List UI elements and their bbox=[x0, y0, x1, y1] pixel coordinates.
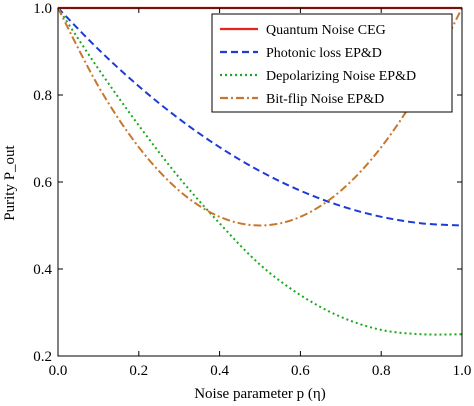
legend-label-0: Quantum Noise CEG bbox=[266, 23, 386, 38]
axes-layer: 0.0 0.2 0.4 0.6 0.8 1.00.20.40.60.81.0 bbox=[33, 1, 471, 379]
x-tick-label: 1.0 bbox=[453, 363, 472, 379]
x-axis-label: Noise parameter p (η) bbox=[194, 386, 326, 402]
y-axis-label: Purity P_out bbox=[2, 144, 18, 220]
series-line-1 bbox=[57, 7, 463, 227]
series-line-3 bbox=[57, 7, 463, 227]
legend-label-3: Bit-flip Noise EP&D bbox=[266, 92, 384, 107]
y-tick-label: 0.2 bbox=[33, 349, 52, 365]
x-tick-label: 0.2 bbox=[129, 363, 148, 379]
legend-box bbox=[211, 13, 453, 113]
y-tick-label: 0.6 bbox=[33, 175, 52, 191]
y-tick-label: 1.0 bbox=[33, 1, 52, 17]
y-tick-label: 0.4 bbox=[33, 262, 52, 278]
x-tick-label: 0.8 bbox=[372, 363, 391, 379]
series-line-2 bbox=[57, 7, 463, 336]
x-tick-label: 0.6 bbox=[291, 363, 310, 379]
x-tick-label: 0.0 bbox=[49, 363, 68, 379]
legend-label-2: Depolarizing Noise EP&D bbox=[266, 69, 416, 84]
x-tick-label: 0.4 bbox=[210, 363, 229, 379]
y-tick-label: 0.8 bbox=[33, 88, 52, 104]
legend: Quantum Noise CEG Photonic loss EP&D Depol… bbox=[211, 13, 453, 113]
legend-label-1: Photonic loss EP&D bbox=[266, 46, 382, 61]
